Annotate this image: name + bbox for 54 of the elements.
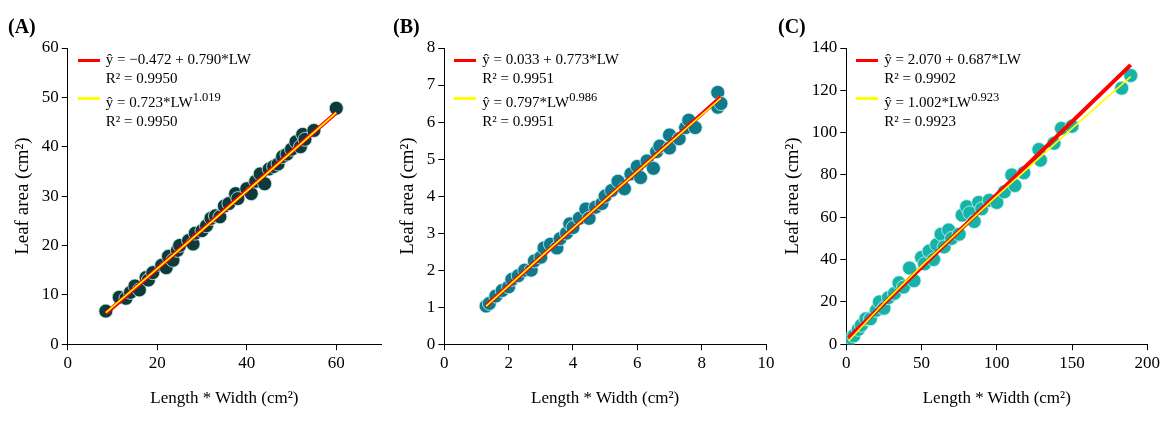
legend-label: ŷ = 2.070 + 0.687*LW R² = 0.9902 (884, 50, 1021, 88)
y-tick-label: 80 (820, 164, 838, 184)
y-tick-label: 120 (811, 79, 838, 99)
x-tick-label: 200 (1134, 352, 1160, 372)
y-tick-label: 3 (426, 222, 436, 242)
y-tick-label: 10 (41, 284, 59, 304)
x-tick-label: 4 (568, 352, 578, 372)
legend-label: ŷ = −0.472 + 0.790*LW R² = 0.9950 (105, 50, 251, 88)
x-tick-label: 60 (327, 352, 345, 372)
y-axis-title: Leaf area (cm²) (11, 137, 34, 255)
y-tick-label: 20 (820, 291, 838, 311)
text: ŷ = 0.723*LW$^{1.019}$ R² = 0.9950 (105, 90, 221, 129)
y-tick-label: 2 (426, 259, 436, 279)
x-tick-label: 40 (238, 352, 256, 372)
y-tick-label: 50 (41, 86, 59, 106)
y-tick-label: 8 (426, 37, 436, 57)
x-axis-title: Length * Width (cm²) (150, 388, 299, 408)
y-tick-label: 0 (426, 333, 436, 353)
x-axis-title: Length * Width (cm²) (531, 388, 680, 408)
y-tick-label: 40 (820, 249, 838, 269)
x-tick-label: 20 (148, 352, 166, 372)
y-tick-label: 60 (820, 206, 838, 226)
y-tick-label: 0 (828, 333, 838, 353)
y-tick-label: 30 (41, 185, 59, 205)
x-tick-label: 0 (440, 352, 449, 372)
x-tick-label: 150 (1059, 352, 1085, 372)
chart-title: (A) (8, 15, 36, 39)
y-axis-title: Leaf area (cm²) (396, 137, 419, 255)
x-tick-label: 8 (697, 352, 706, 372)
legend-label: ŷ = 0.033 + 0.773*LW R² = 0.9951 (482, 50, 619, 88)
y-tick-label: 140 (811, 37, 838, 57)
y-tick-label: 0 (50, 333, 59, 353)
text: ŷ = 1.002*LW$^{0.923}$ R² = 0.9923 (884, 90, 1000, 129)
y-axis-title: Leaf area (cm²) (781, 137, 804, 255)
x-tick-label: 0 (842, 352, 851, 372)
chart-title: (B) (393, 15, 420, 39)
y-tick-label: 5 (426, 148, 436, 168)
x-tick-label: 10 (757, 352, 775, 372)
y-tick-label: 100 (811, 122, 838, 142)
x-tick-label: 2 (504, 352, 513, 372)
y-tick-label: 6 (426, 111, 436, 131)
y-tick-label: 40 (41, 136, 59, 156)
x-tick-label: 0 (63, 352, 73, 372)
y-tick-label: 4 (426, 185, 436, 205)
x-tick-label: 6 (633, 352, 642, 372)
chart-title: (C) (778, 15, 806, 39)
x-tick-label: 50 (913, 352, 931, 372)
x-tick-label: 100 (984, 352, 1010, 372)
y-tick-label: 60 (41, 37, 59, 57)
y-tick-label: 1 (426, 296, 436, 316)
x-axis-title: Length * Width (cm²) (922, 388, 1071, 408)
y-tick-label: 7 (426, 74, 436, 94)
text: ŷ = 0.797*LW$^{0.986}$ R² = 0.9951 (482, 90, 598, 129)
y-tick-label: 20 (41, 234, 59, 254)
